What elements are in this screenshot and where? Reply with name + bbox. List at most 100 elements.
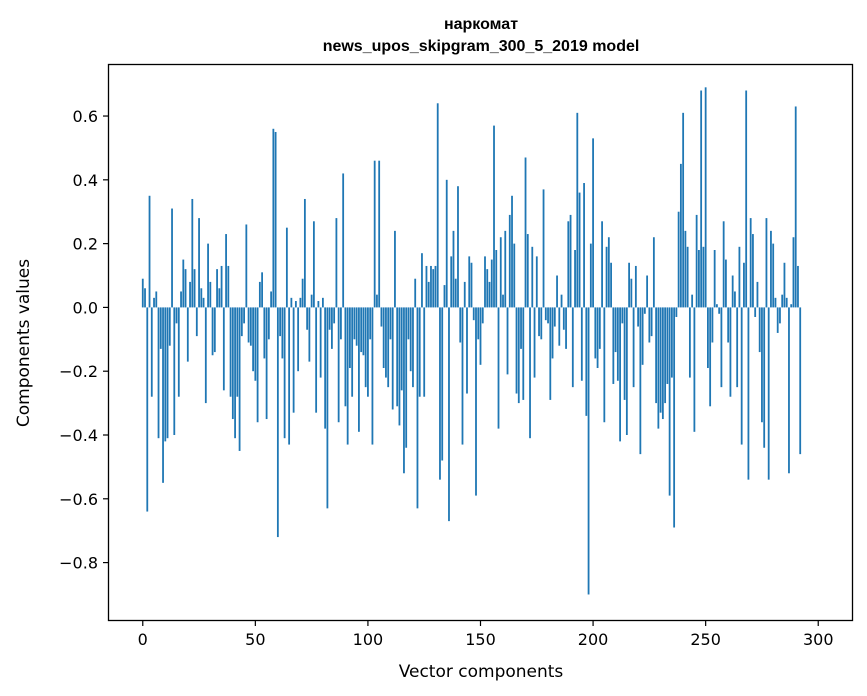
bar-component-9 — [162, 307, 164, 483]
bar-component-62 — [281, 307, 284, 359]
bar-component-5 — [153, 297, 155, 308]
bar-component-118 — [407, 307, 410, 340]
bar-component-43 — [238, 307, 241, 451]
bar-component-213 — [621, 307, 624, 324]
bar-component-57 — [270, 291, 273, 308]
bar-component-228 — [655, 307, 658, 404]
bar-component-106 — [380, 307, 383, 327]
bar-component-167 — [517, 307, 520, 404]
bar-component-24 — [195, 307, 198, 337]
x-axis-ticks: 0 50 100 150 200 250 300 — [138, 620, 834, 649]
bar-component-20 — [186, 307, 189, 362]
bar-component-58 — [272, 128, 275, 308]
bar-component-140 — [457, 186, 459, 308]
bar-component-56 — [267, 307, 270, 340]
bar-component-115 — [400, 307, 403, 391]
bar-component-60 — [276, 307, 279, 538]
bar-component-117 — [405, 307, 408, 448]
bar-component-86 — [335, 218, 338, 308]
bar-component-103 — [373, 160, 376, 308]
bar-component-234 — [668, 307, 671, 496]
bar-component-284 — [781, 294, 784, 308]
bar-component-148 — [475, 307, 477, 496]
bar-component-33 — [216, 269, 218, 308]
bar-component-146 — [470, 262, 473, 308]
bar-component-39 — [229, 307, 232, 397]
bar-component-242 — [686, 246, 689, 308]
bar-component-267 — [743, 262, 745, 308]
bar-component-30 — [209, 281, 212, 308]
bar-component-208 — [610, 262, 612, 308]
bar-component-247 — [698, 250, 700, 308]
bar-component-119 — [409, 307, 412, 372]
bar-component-198 — [587, 307, 590, 595]
bar-component-4 — [150, 307, 153, 397]
bar-component-12 — [168, 307, 171, 346]
bar-component-278 — [767, 307, 770, 480]
bar-component-3 — [148, 195, 151, 308]
bar-component-49 — [252, 307, 254, 372]
bar-component-8 — [159, 307, 162, 349]
bar-component-145 — [468, 256, 471, 308]
bar-component-97 — [360, 307, 363, 353]
bar-component-202 — [596, 307, 599, 369]
bar-component-218 — [632, 307, 635, 388]
bar-component-237 — [675, 307, 678, 317]
bar-component-21 — [189, 281, 191, 308]
bar-component-40 — [231, 307, 234, 420]
bar-component-181 — [549, 307, 552, 400]
bar-component-31 — [211, 307, 214, 356]
bar-component-236 — [673, 307, 676, 528]
bar-component-256 — [718, 307, 721, 314]
bar-component-7 — [157, 307, 160, 439]
bar-component-144 — [466, 307, 468, 394]
bar-component-231 — [661, 307, 664, 420]
bar-component-44 — [240, 307, 243, 337]
bar-component-154 — [488, 281, 491, 308]
bar-component-32 — [213, 307, 216, 353]
bar-component-214 — [623, 307, 626, 400]
bar-component-139 — [454, 278, 457, 308]
bar-component-260 — [727, 307, 730, 343]
bar-component-127 — [427, 281, 430, 308]
bar-component-173 — [531, 246, 534, 308]
bar-component-17 — [180, 291, 182, 308]
bar-component-287 — [788, 307, 790, 474]
bar-component-246 — [695, 214, 698, 308]
y-axis-ticks: 0.6 0.4 0.2 0.0 −0.2 −0.4 −0.6 −0.8 — [59, 107, 109, 573]
bar-component-90 — [344, 307, 347, 407]
bar-component-10 — [164, 307, 167, 442]
bar-component-110 — [389, 307, 392, 340]
bar-component-168 — [520, 307, 522, 349]
bar-component-161 — [504, 230, 507, 308]
bar-component-78 — [317, 301, 320, 308]
y-tick-label-6: −0.6 — [59, 490, 98, 509]
bar-component-220 — [637, 307, 640, 327]
bar-component-63 — [283, 307, 286, 439]
bar-component-263 — [734, 291, 736, 308]
bar-component-143 — [463, 281, 466, 308]
bar-component-160 — [502, 294, 504, 308]
bar-component-217 — [630, 278, 633, 308]
bar-component-85 — [333, 307, 336, 324]
bar-component-100 — [367, 307, 369, 397]
bar-component-94 — [353, 307, 356, 340]
bar-component-0 — [141, 278, 144, 308]
bar-component-225 — [648, 307, 651, 343]
bar-component-124 — [421, 253, 423, 308]
bar-component-1 — [144, 288, 146, 308]
bar-component-195 — [580, 307, 583, 381]
bar-component-273 — [756, 281, 759, 308]
bar-component-255 — [716, 304, 718, 308]
bar-component-270 — [749, 218, 752, 308]
bar-component-128 — [430, 265, 432, 308]
bar-component-75 — [310, 294, 313, 308]
bar-component-105 — [378, 160, 381, 308]
bar-component-112 — [394, 230, 396, 308]
bar-component-19 — [184, 269, 187, 308]
bar-component-186 — [560, 294, 563, 308]
bar-component-272 — [754, 307, 757, 317]
bar-component-54 — [263, 307, 266, 359]
bar-component-147 — [472, 307, 475, 321]
